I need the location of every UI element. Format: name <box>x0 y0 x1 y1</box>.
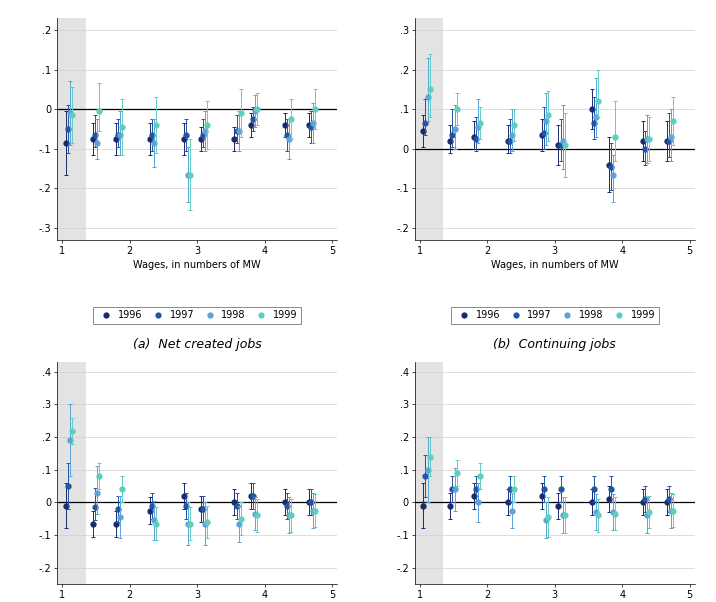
Text: (a)  Net created jobs: (a) Net created jobs <box>132 338 261 350</box>
Bar <box>57 362 86 584</box>
Legend: 1996, 1997, 1998, 1999: 1996, 1997, 1998, 1999 <box>451 307 659 324</box>
Bar <box>415 362 443 584</box>
Bar <box>415 18 443 240</box>
X-axis label: Wages, in numbers of MW: Wages, in numbers of MW <box>491 261 619 270</box>
Text: (b)  Continuing jobs: (b) Continuing jobs <box>493 338 616 350</box>
Legend: 1996, 1997, 1998, 1999: 1996, 1997, 1998, 1999 <box>93 307 301 324</box>
Bar <box>57 18 86 240</box>
X-axis label: Wages, in numbers of MW: Wages, in numbers of MW <box>133 261 261 270</box>
